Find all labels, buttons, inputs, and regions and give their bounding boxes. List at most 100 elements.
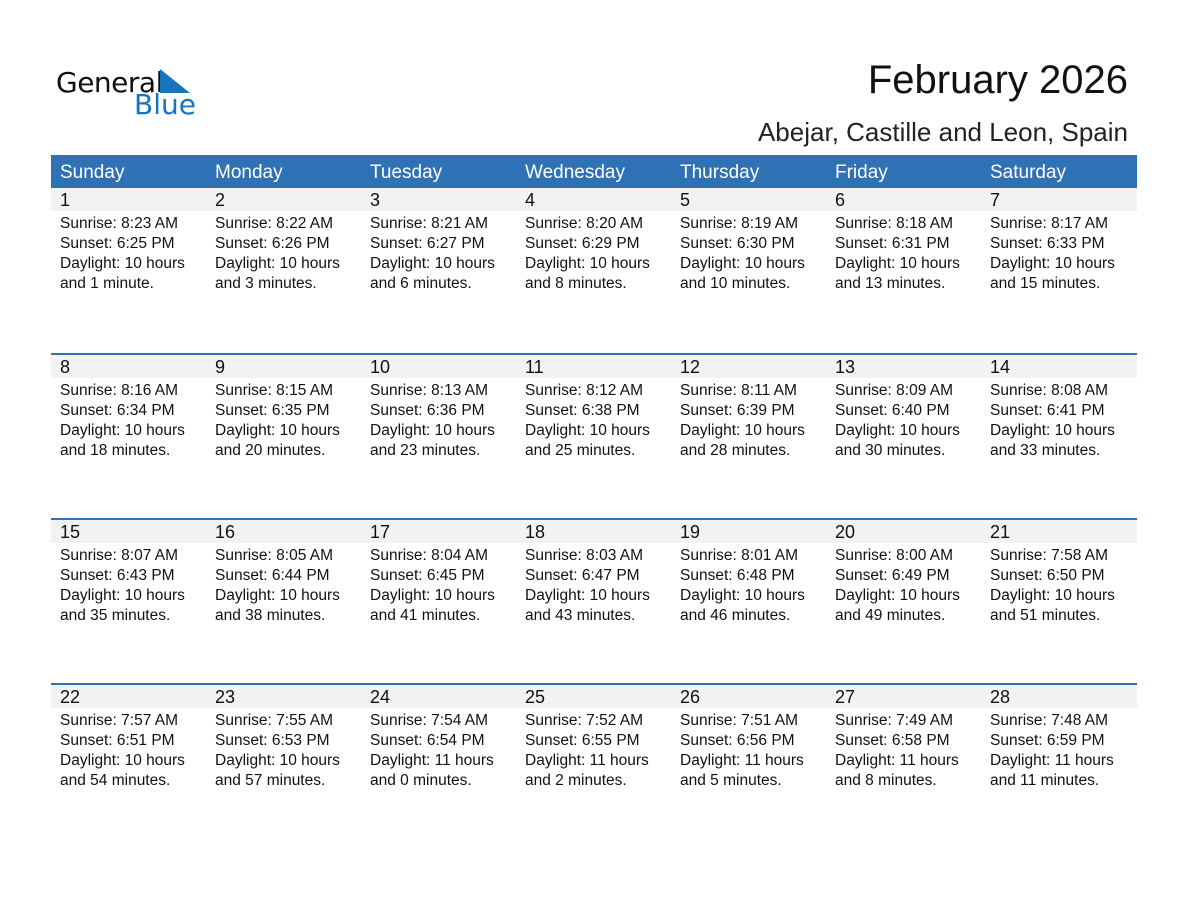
day-number: 21: [990, 522, 1011, 542]
daylight-text: Daylight: 10 hours: [60, 422, 185, 439]
day-number: 5: [680, 190, 691, 210]
day-cell: Sunrise: 7:52 AM Sunset: 6:55 PM Daylight:…: [516, 708, 671, 791]
sunset-text: Sunset: 6:50 PM: [990, 567, 1105, 584]
day-number: 13: [835, 357, 856, 377]
day-cell: Sunrise: 7:58 AM Sunset: 6:50 PM Daylight:…: [981, 543, 1136, 626]
day-info-row: Sunrise: 7:57 AM Sunset: 6:51 PM Daylight:…: [51, 708, 1137, 791]
sunrise-text: Sunrise: 8:22 AM: [215, 215, 334, 232]
day-cell: Sunrise: 7:49 AM Sunset: 6:58 PM Daylight:…: [826, 708, 981, 791]
sunrise-text: Sunrise: 7:51 AM: [680, 712, 799, 729]
sunrise-text: Sunrise: 7:52 AM: [525, 712, 644, 729]
daylight-text: Daylight: 10 hours: [835, 587, 960, 604]
sunrise-text: Sunrise: 7:57 AM: [60, 712, 179, 729]
week-row: 15 16 17 18 19 20 21 Sunrise: 8:07 AM Sunset: 6:…: [51, 518, 1137, 683]
daylight2-text: and 18 minutes.: [60, 442, 171, 459]
day-cell: Sunrise: 8:19 AM Sunset: 6:30 PM Daylight:…: [671, 211, 826, 294]
daylight2-text: and 38 minutes.: [215, 607, 326, 624]
weekday-tuesday: Tuesday: [370, 162, 443, 183]
daylight2-text: and 46 minutes.: [680, 607, 791, 624]
sunset-text: Sunset: 6:26 PM: [215, 235, 330, 252]
daylight-text: Daylight: 10 hours: [525, 587, 650, 604]
day-number: 27: [835, 687, 856, 707]
date-bar: 1 2 3 4 5 6 7: [51, 188, 1137, 211]
daylight2-text: and 13 minutes.: [835, 275, 946, 292]
daylight2-text: and 28 minutes.: [680, 442, 791, 459]
day-cell: Sunrise: 7:57 AM Sunset: 6:51 PM Daylight:…: [51, 708, 206, 791]
sunrise-text: Sunrise: 8:09 AM: [835, 382, 954, 399]
daylight2-text: and 23 minutes.: [370, 442, 481, 459]
sunset-text: Sunset: 6:56 PM: [680, 732, 795, 749]
weekday-header: Sunday Monday Tuesday Wednesday Thursday Frid…: [51, 155, 1137, 188]
daylight-text: Daylight: 10 hours: [215, 587, 340, 604]
daylight-text: Daylight: 10 hours: [525, 255, 650, 272]
sunrise-text: Sunrise: 8:07 AM: [60, 547, 179, 564]
daylight2-text: and 6 minutes.: [370, 275, 472, 292]
daylight2-text: and 20 minutes.: [215, 442, 326, 459]
day-info-row: Sunrise: 8:16 AM Sunset: 6:34 PM Daylight:…: [51, 378, 1137, 461]
day-number: 25: [525, 687, 546, 707]
daylight-text: Daylight: 10 hours: [990, 422, 1115, 439]
sunrise-text: Sunrise: 8:05 AM: [215, 547, 334, 564]
daylight2-text: and 10 minutes.: [680, 275, 791, 292]
daylight-text: Daylight: 10 hours: [60, 587, 185, 604]
daylight2-text: and 54 minutes.: [60, 772, 171, 789]
sunset-text: Sunset: 6:29 PM: [525, 235, 640, 252]
sunrise-text: Sunrise: 8:11 AM: [680, 382, 797, 399]
sunrise-text: Sunrise: 8:21 AM: [370, 215, 489, 232]
daylight-text: Daylight: 10 hours: [990, 587, 1115, 604]
weekday-friday: Friday: [835, 162, 888, 183]
sunset-text: Sunset: 6:54 PM: [370, 732, 485, 749]
day-number: 4: [525, 190, 536, 210]
sunrise-text: Sunrise: 8:16 AM: [60, 382, 179, 399]
day-cell: Sunrise: 8:07 AM Sunset: 6:43 PM Daylight:…: [51, 543, 206, 626]
day-cell: Sunrise: 8:03 AM Sunset: 6:47 PM Daylight:…: [516, 543, 671, 626]
sunset-text: Sunset: 6:33 PM: [990, 235, 1105, 252]
daylight2-text: and 43 minutes.: [525, 607, 636, 624]
day-cell: Sunrise: 8:13 AM Sunset: 6:36 PM Daylight:…: [361, 378, 516, 461]
day-number: 8: [60, 357, 71, 377]
daylight2-text: and 25 minutes.: [525, 442, 636, 459]
daylight2-text: and 2 minutes.: [525, 772, 627, 789]
day-number: 18: [525, 522, 546, 542]
calendar: Sunday Monday Tuesday Wednesday Thursday Frid…: [51, 155, 1137, 848]
day-number: 16: [215, 522, 236, 542]
sunset-text: Sunset: 6:58 PM: [835, 732, 950, 749]
day-cell: Sunrise: 8:08 AM Sunset: 6:41 PM Daylight:…: [981, 378, 1136, 461]
day-number: 12: [680, 357, 701, 377]
daylight-text: Daylight: 10 hours: [215, 422, 340, 439]
day-number: 14: [990, 357, 1011, 377]
day-number: 10: [370, 357, 391, 377]
week-row: 8 9 10 11 12 13 14 Sunrise: 8:16 AM Sunset: 6:34…: [51, 353, 1137, 518]
daylight2-text: and 11 minutes.: [990, 772, 1100, 789]
sunrise-text: Sunrise: 8:04 AM: [370, 547, 489, 564]
logo-text-general: General: [56, 66, 163, 99]
day-number: 7: [990, 190, 1001, 210]
day-cell: Sunrise: 8:16 AM Sunset: 6:34 PM Daylight:…: [51, 378, 206, 461]
day-number: 22: [60, 687, 81, 707]
daylight2-text: and 8 minutes.: [525, 275, 627, 292]
sunset-text: Sunset: 6:27 PM: [370, 235, 485, 252]
day-cell: Sunrise: 8:09 AM Sunset: 6:40 PM Daylight:…: [826, 378, 981, 461]
daylight2-text: and 51 minutes.: [990, 607, 1101, 624]
daylight-text: Daylight: 10 hours: [680, 587, 805, 604]
day-cell: Sunrise: 8:00 AM Sunset: 6:49 PM Daylight:…: [826, 543, 981, 626]
day-number: 11: [525, 357, 544, 377]
sunset-text: Sunset: 6:34 PM: [60, 402, 175, 419]
day-cell: Sunrise: 8:22 AM Sunset: 6:26 PM Daylight:…: [206, 211, 361, 294]
page-title: February 2026: [867, 58, 1128, 102]
day-number: 1: [60, 190, 71, 210]
sunset-text: Sunset: 6:25 PM: [60, 235, 175, 252]
day-cell: Sunrise: 8:15 AM Sunset: 6:35 PM Daylight:…: [206, 378, 361, 461]
sunset-text: Sunset: 6:39 PM: [680, 402, 795, 419]
week-row: 1 2 3 4 5 6 7 Sunrise: 8:23 AM Sunset: 6:25 PM Da…: [51, 188, 1137, 353]
day-cell: Sunrise: 8:17 AM Sunset: 6:33 PM Daylight:…: [981, 211, 1136, 294]
location-subtitle: Abejar, Castille and Leon, Spain: [757, 117, 1128, 147]
date-bar: 8 9 10 11 12 13 14: [51, 355, 1137, 378]
weekday-sunday: Sunday: [60, 162, 125, 183]
day-number: 15: [60, 522, 81, 542]
daylight-text: Daylight: 11 hours: [680, 752, 804, 769]
daylight2-text: and 57 minutes.: [215, 772, 326, 789]
daylight2-text: and 41 minutes.: [370, 607, 481, 624]
day-number: 6: [835, 190, 846, 210]
day-number: 3: [370, 190, 381, 210]
